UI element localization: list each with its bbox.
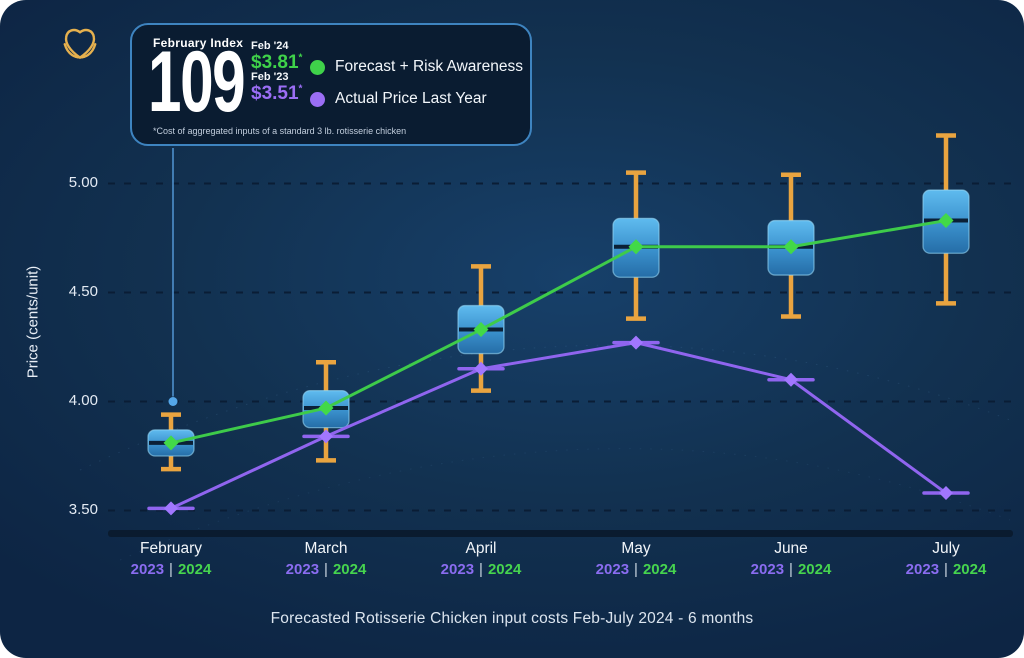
month-label: March [304,540,348,557]
period-label-previous: Feb '23 [251,71,289,83]
year-2024-label: 2024 [952,561,987,578]
forecast-point-marker [163,435,179,451]
year-separator: | [479,561,483,578]
x-axis-label-may: May 2023 | 2024 [566,540,706,578]
actual-series-dot-icon [310,91,325,107]
year-labels: 2023 | 2024 [256,561,396,578]
price-current: $3.81* [251,52,303,73]
x-axis-label-february: February 2023 | 2024 [101,540,241,578]
x-axis-label-june: June 2023 | 2024 [721,540,861,578]
month-label: April [465,540,497,557]
index-card: February Index 109 Feb '24 $3.81* Feb '2… [130,23,532,146]
callout-dot [168,397,178,406]
year-separator: | [634,561,638,578]
year-2023-label: 2023 [440,561,475,578]
year-2024-label: 2024 [797,561,832,578]
forecast-point-marker [783,239,799,255]
chart-caption: Forecasted Rotisserie Chicken input cost… [270,610,754,627]
background-texture-arc [79,344,1011,471]
year-labels: 2023 | 2024 [101,561,241,578]
year-labels: 2023 | 2024 [876,561,1016,578]
actual-point-marker [784,372,798,387]
x-axis-label-july: July 2023 | 2024 [876,540,1016,578]
actual-point-marker [164,501,178,516]
year-separator: | [324,561,328,578]
y-tick-label: 5.00 [68,173,98,191]
x-axis-label-april: April 2023 | 2024 [411,540,551,578]
year-2023-label: 2023 [595,561,630,578]
forecast-point-marker [318,400,334,416]
year-2024-label: 2024 [332,561,367,578]
year-2023-label: 2023 [905,561,940,578]
month-label: July [932,540,960,557]
forecast-point-marker [628,239,644,255]
forecast-point-marker [938,213,954,229]
year-2023-label: 2023 [285,561,320,578]
x-axis-line [108,530,1013,537]
year-labels: 2023 | 2024 [721,561,861,578]
y-tick-label: 4.00 [68,391,98,409]
card-footnote: *Cost of aggregated inputs of a standard… [153,126,407,136]
legend-item-forecast: Forecast + Risk Awareness [310,58,523,76]
forecast-series-dot-icon [310,59,325,75]
actual-price-line [170,341,947,510]
legend-label: Forecast + Risk Awareness [335,58,523,75]
period-label-current: Feb '24 [251,40,289,52]
actual-point-marker [474,361,488,376]
year-2023-label: 2023 [750,561,785,578]
chicken-crest-logo-icon [63,28,97,60]
actual-point-marker [629,335,643,350]
year-2024-label: 2024 [642,561,677,578]
index-card-title: February Index [153,36,244,50]
year-labels: 2023 | 2024 [411,561,551,578]
year-separator: | [944,561,948,578]
forecast-line [170,219,947,445]
year-2024-label: 2024 [487,561,522,578]
actual-point-marker [319,429,333,444]
year-2023-label: 2023 [130,561,165,578]
year-labels: 2023 | 2024 [566,561,706,578]
forecast-point-marker [473,322,489,338]
year-separator: | [789,561,793,578]
month-label: June [774,540,808,557]
actual-point-marker [939,486,953,501]
year-2024-label: 2024 [177,561,212,578]
month-label: February [139,540,203,557]
year-separator: | [169,561,173,578]
legend-label: Actual Price Last Year [335,90,487,107]
legend-item-actual: Actual Price Last Year [310,90,487,108]
index-value: 109 [148,34,246,130]
price-previous: $3.51* [251,83,303,104]
y-tick-label: 4.50 [68,282,98,300]
x-axis-label-march: March 2023 | 2024 [256,540,396,578]
month-label: May [621,540,651,557]
y-tick-label: 3.50 [68,500,98,518]
